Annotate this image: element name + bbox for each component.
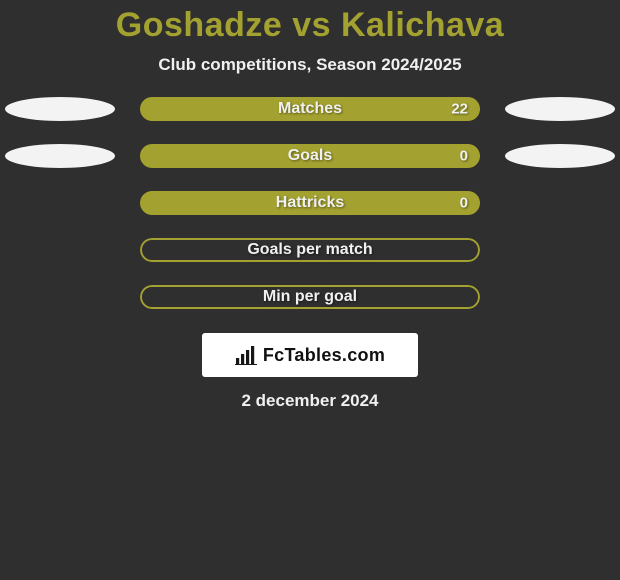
stat-row: Min per goal <box>0 285 620 309</box>
page-title: Goshadze vs Kalichava <box>0 6 620 45</box>
stat-row: Goals 0 <box>0 144 620 168</box>
stat-row: Goals per match <box>0 238 620 262</box>
stat-bar: Goals per match <box>140 238 480 262</box>
stat-rows: Matches 22 Goals 0 Hattricks 0 Goals per match… <box>0 97 620 309</box>
brand-badge: FcTables.com <box>202 333 418 377</box>
stat-row: Matches 22 <box>0 97 620 121</box>
page-subtitle: Club competitions, Season 2024/2025 <box>0 55 620 75</box>
stat-value: 0 <box>460 148 468 165</box>
bar-chart-icon <box>235 345 259 365</box>
stat-label: Matches <box>278 100 342 118</box>
brand-text: FcTables.com <box>263 345 385 366</box>
stat-value: 22 <box>451 101 468 118</box>
stat-bar: Min per goal <box>140 285 480 309</box>
stat-bar: Hattricks 0 <box>140 191 480 215</box>
comparison-infographic: Goshadze vs Kalichava Club competitions,… <box>0 0 620 580</box>
stat-value: 0 <box>460 195 468 212</box>
right-ellipse <box>505 144 615 168</box>
stat-label: Min per goal <box>263 288 357 306</box>
stat-label: Goals per match <box>247 241 372 259</box>
stat-bar: Matches 22 <box>140 97 480 121</box>
stat-label: Goals <box>288 147 332 165</box>
stat-label: Hattricks <box>276 194 344 212</box>
left-ellipse <box>5 144 115 168</box>
stat-row: Hattricks 0 <box>0 191 620 215</box>
footer-date: 2 december 2024 <box>0 391 620 411</box>
stat-bar: Goals 0 <box>140 144 480 168</box>
left-ellipse <box>5 97 115 121</box>
right-ellipse <box>505 97 615 121</box>
